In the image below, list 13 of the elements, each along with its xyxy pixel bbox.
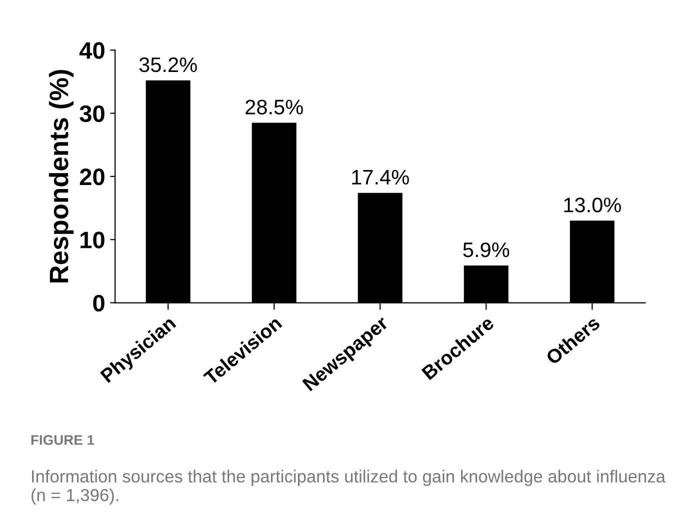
- y-tick-label: 30: [80, 105, 104, 122]
- y-tick-label: 40: [79, 42, 104, 59]
- data-label: 17.4%: [352, 170, 409, 184]
- y-tick-label: 10: [80, 232, 104, 248]
- data-label: 13.0%: [564, 198, 621, 212]
- caption: FIGURE 1: [31, 435, 94, 445]
- data-label: 35.2%: [139, 57, 197, 72]
- y-tick-label: 0: [93, 294, 104, 312]
- data-label: 5.9%: [463, 242, 510, 258]
- data-label: 28.5%: [246, 100, 303, 114]
- y-axis-title: Respondents (%): [48, 70, 74, 282]
- text: Information sources that the participants utilized to gain knowledge about influenza (n = 1,396).: [32, 470, 666, 505]
- y-tick-label: 20: [80, 168, 104, 186]
